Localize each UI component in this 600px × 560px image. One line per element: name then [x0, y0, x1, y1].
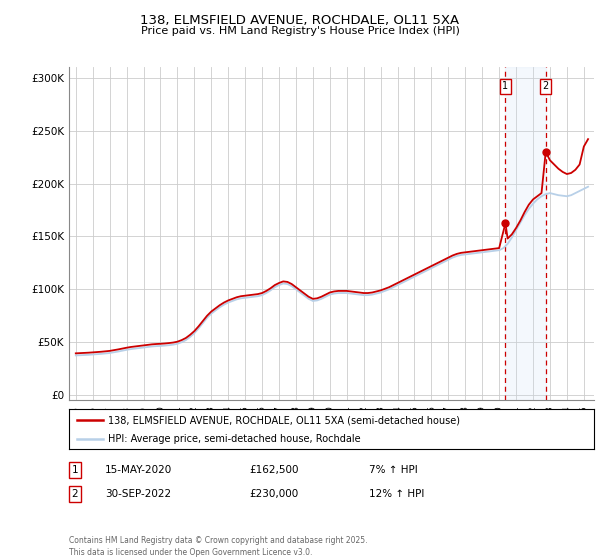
Text: 1: 1: [502, 81, 508, 91]
Text: £230,000: £230,000: [249, 489, 298, 499]
Text: 2: 2: [542, 81, 549, 91]
Text: 138, ELMSFIELD AVENUE, ROCHDALE, OL11 5XA: 138, ELMSFIELD AVENUE, ROCHDALE, OL11 5X…: [140, 14, 460, 27]
Text: 1: 1: [71, 465, 79, 475]
Text: 138, ELMSFIELD AVENUE, ROCHDALE, OL11 5XA (semi-detached house): 138, ELMSFIELD AVENUE, ROCHDALE, OL11 5X…: [109, 415, 460, 425]
Text: £162,500: £162,500: [249, 465, 299, 475]
Text: 2: 2: [71, 489, 79, 499]
Text: 12% ↑ HPI: 12% ↑ HPI: [369, 489, 424, 499]
Text: HPI: Average price, semi-detached house, Rochdale: HPI: Average price, semi-detached house,…: [109, 433, 361, 444]
Text: 15-MAY-2020: 15-MAY-2020: [105, 465, 172, 475]
Text: Contains HM Land Registry data © Crown copyright and database right 2025.
This d: Contains HM Land Registry data © Crown c…: [69, 536, 367, 557]
Bar: [505, 67, 546, 400]
Text: 30-SEP-2022: 30-SEP-2022: [105, 489, 171, 499]
Text: 7% ↑ HPI: 7% ↑ HPI: [369, 465, 418, 475]
Text: Price paid vs. HM Land Registry's House Price Index (HPI): Price paid vs. HM Land Registry's House …: [140, 26, 460, 36]
